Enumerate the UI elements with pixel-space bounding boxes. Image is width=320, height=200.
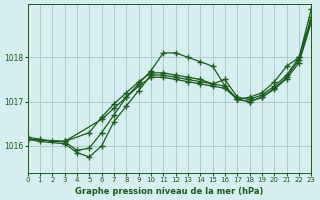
X-axis label: Graphe pression niveau de la mer (hPa): Graphe pression niveau de la mer (hPa) <box>75 187 264 196</box>
